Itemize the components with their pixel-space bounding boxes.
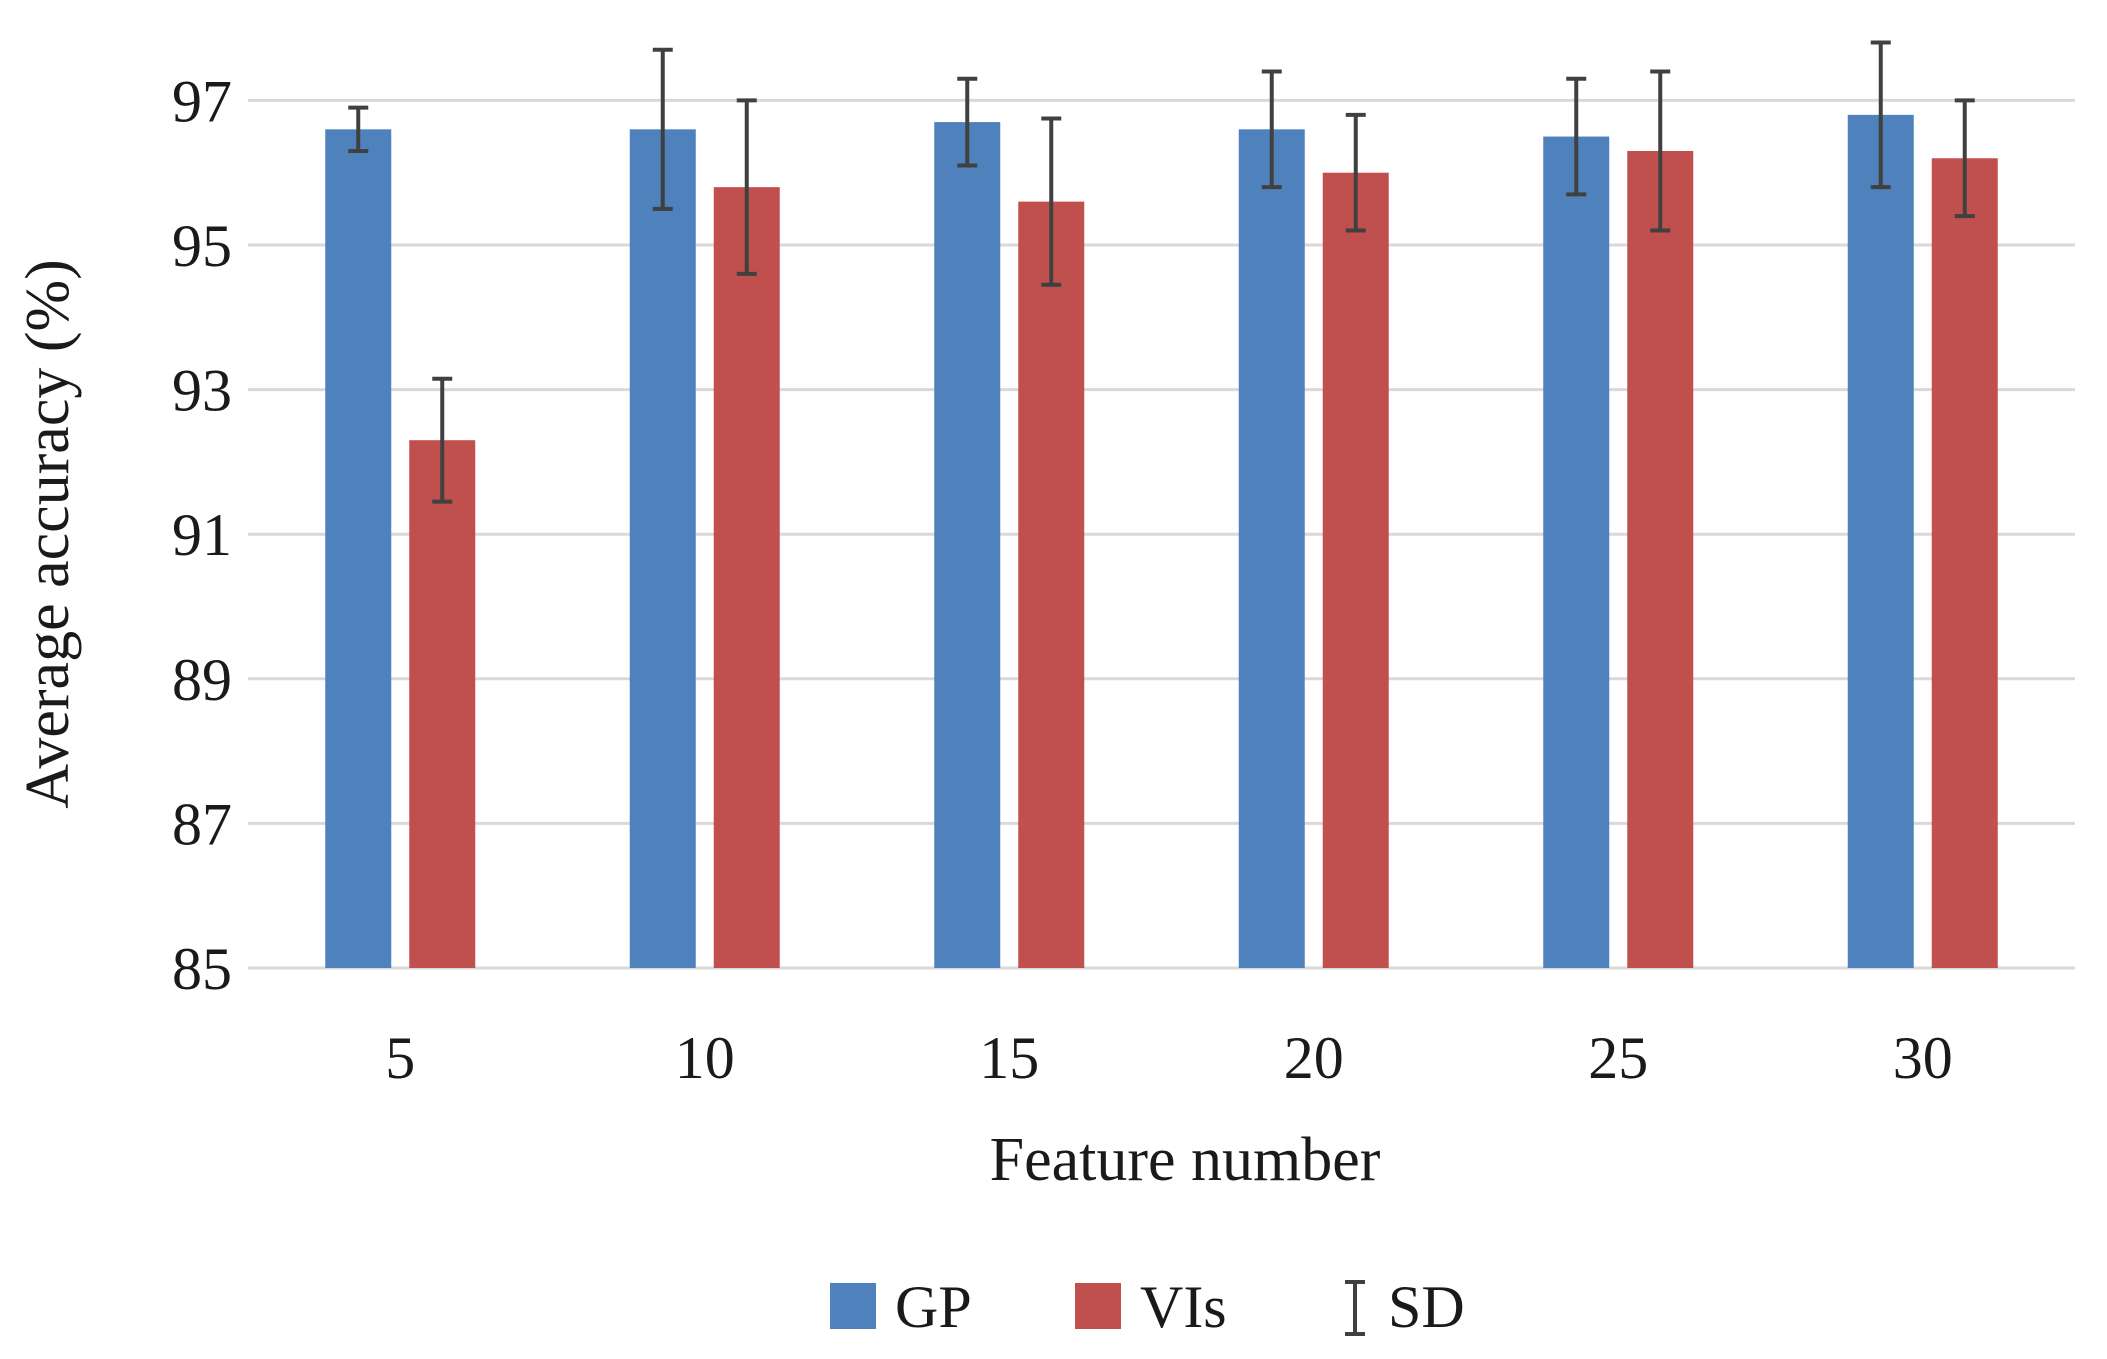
x-axis-ticks: 5 10 15 20 25 30	[385, 1025, 1953, 1091]
bars	[325, 114, 1998, 969]
y-tick-label: 85	[172, 936, 232, 1002]
bar-vis-5	[409, 440, 476, 969]
y-tick-label: 95	[172, 213, 232, 279]
error-bar-gp-30	[1870, 40, 1891, 190]
error-bar-vis-5	[432, 376, 453, 504]
legend: GP VIs SD	[830, 1274, 1465, 1340]
error-bar-gp-15	[957, 76, 978, 168]
x-tick-label: 30	[1893, 1025, 1953, 1091]
legend-label-sd: SD	[1388, 1274, 1465, 1340]
error-bar-gp-10	[652, 47, 673, 211]
error-bar-vis-15	[1041, 116, 1062, 287]
bar-gp-25	[1543, 136, 1610, 969]
x-tick-label: 10	[675, 1025, 735, 1091]
y-axis-ticks: 85 87 89 91 93 95 97	[172, 68, 232, 1002]
error-bar-vis-20	[1345, 112, 1366, 233]
bar-vis-20	[1322, 172, 1389, 968]
x-tick-label: 25	[1588, 1025, 1648, 1091]
y-tick-label: 97	[172, 68, 232, 134]
bar-gp-10	[629, 129, 696, 968]
legend-sd-icon	[1345, 1280, 1365, 1336]
bar-gp-15	[934, 122, 1001, 969]
legend-swatch-vis	[1075, 1283, 1121, 1329]
bar-vis-10	[713, 187, 780, 968]
bar-vis-30	[1931, 158, 1998, 969]
bar-vis-25	[1627, 151, 1694, 968]
y-axis-title: Average accuracy (%)	[14, 259, 82, 809]
bar-gp-30	[1847, 114, 1914, 969]
y-tick-label: 93	[172, 358, 232, 424]
grid-lines	[248, 98, 2075, 970]
y-tick-label: 89	[172, 647, 232, 713]
y-tick-label: 91	[172, 502, 232, 568]
error-bars	[348, 40, 1975, 504]
error-bar-vis-30	[1954, 98, 1975, 219]
x-tick-label: 20	[1284, 1025, 1344, 1091]
legend-label-vis: VIs	[1140, 1274, 1227, 1340]
x-tick-label: 15	[979, 1025, 1039, 1091]
x-tick-label: 5	[385, 1025, 415, 1091]
bar-gp-5	[325, 129, 392, 968]
bar-gp-20	[1238, 129, 1305, 968]
bar-vis-15	[1018, 201, 1085, 968]
error-bar-gp-20	[1261, 69, 1282, 190]
error-bar-vis-10	[736, 98, 757, 276]
error-bar-gp-25	[1566, 76, 1587, 197]
error-bar-gp-5	[348, 105, 369, 154]
x-axis-title: Feature number	[990, 1126, 1381, 1194]
error-bar-vis-25	[1650, 69, 1671, 233]
y-tick-label: 87	[172, 791, 232, 857]
legend-swatch-gp	[830, 1283, 876, 1329]
legend-label-gp: GP	[895, 1274, 972, 1340]
